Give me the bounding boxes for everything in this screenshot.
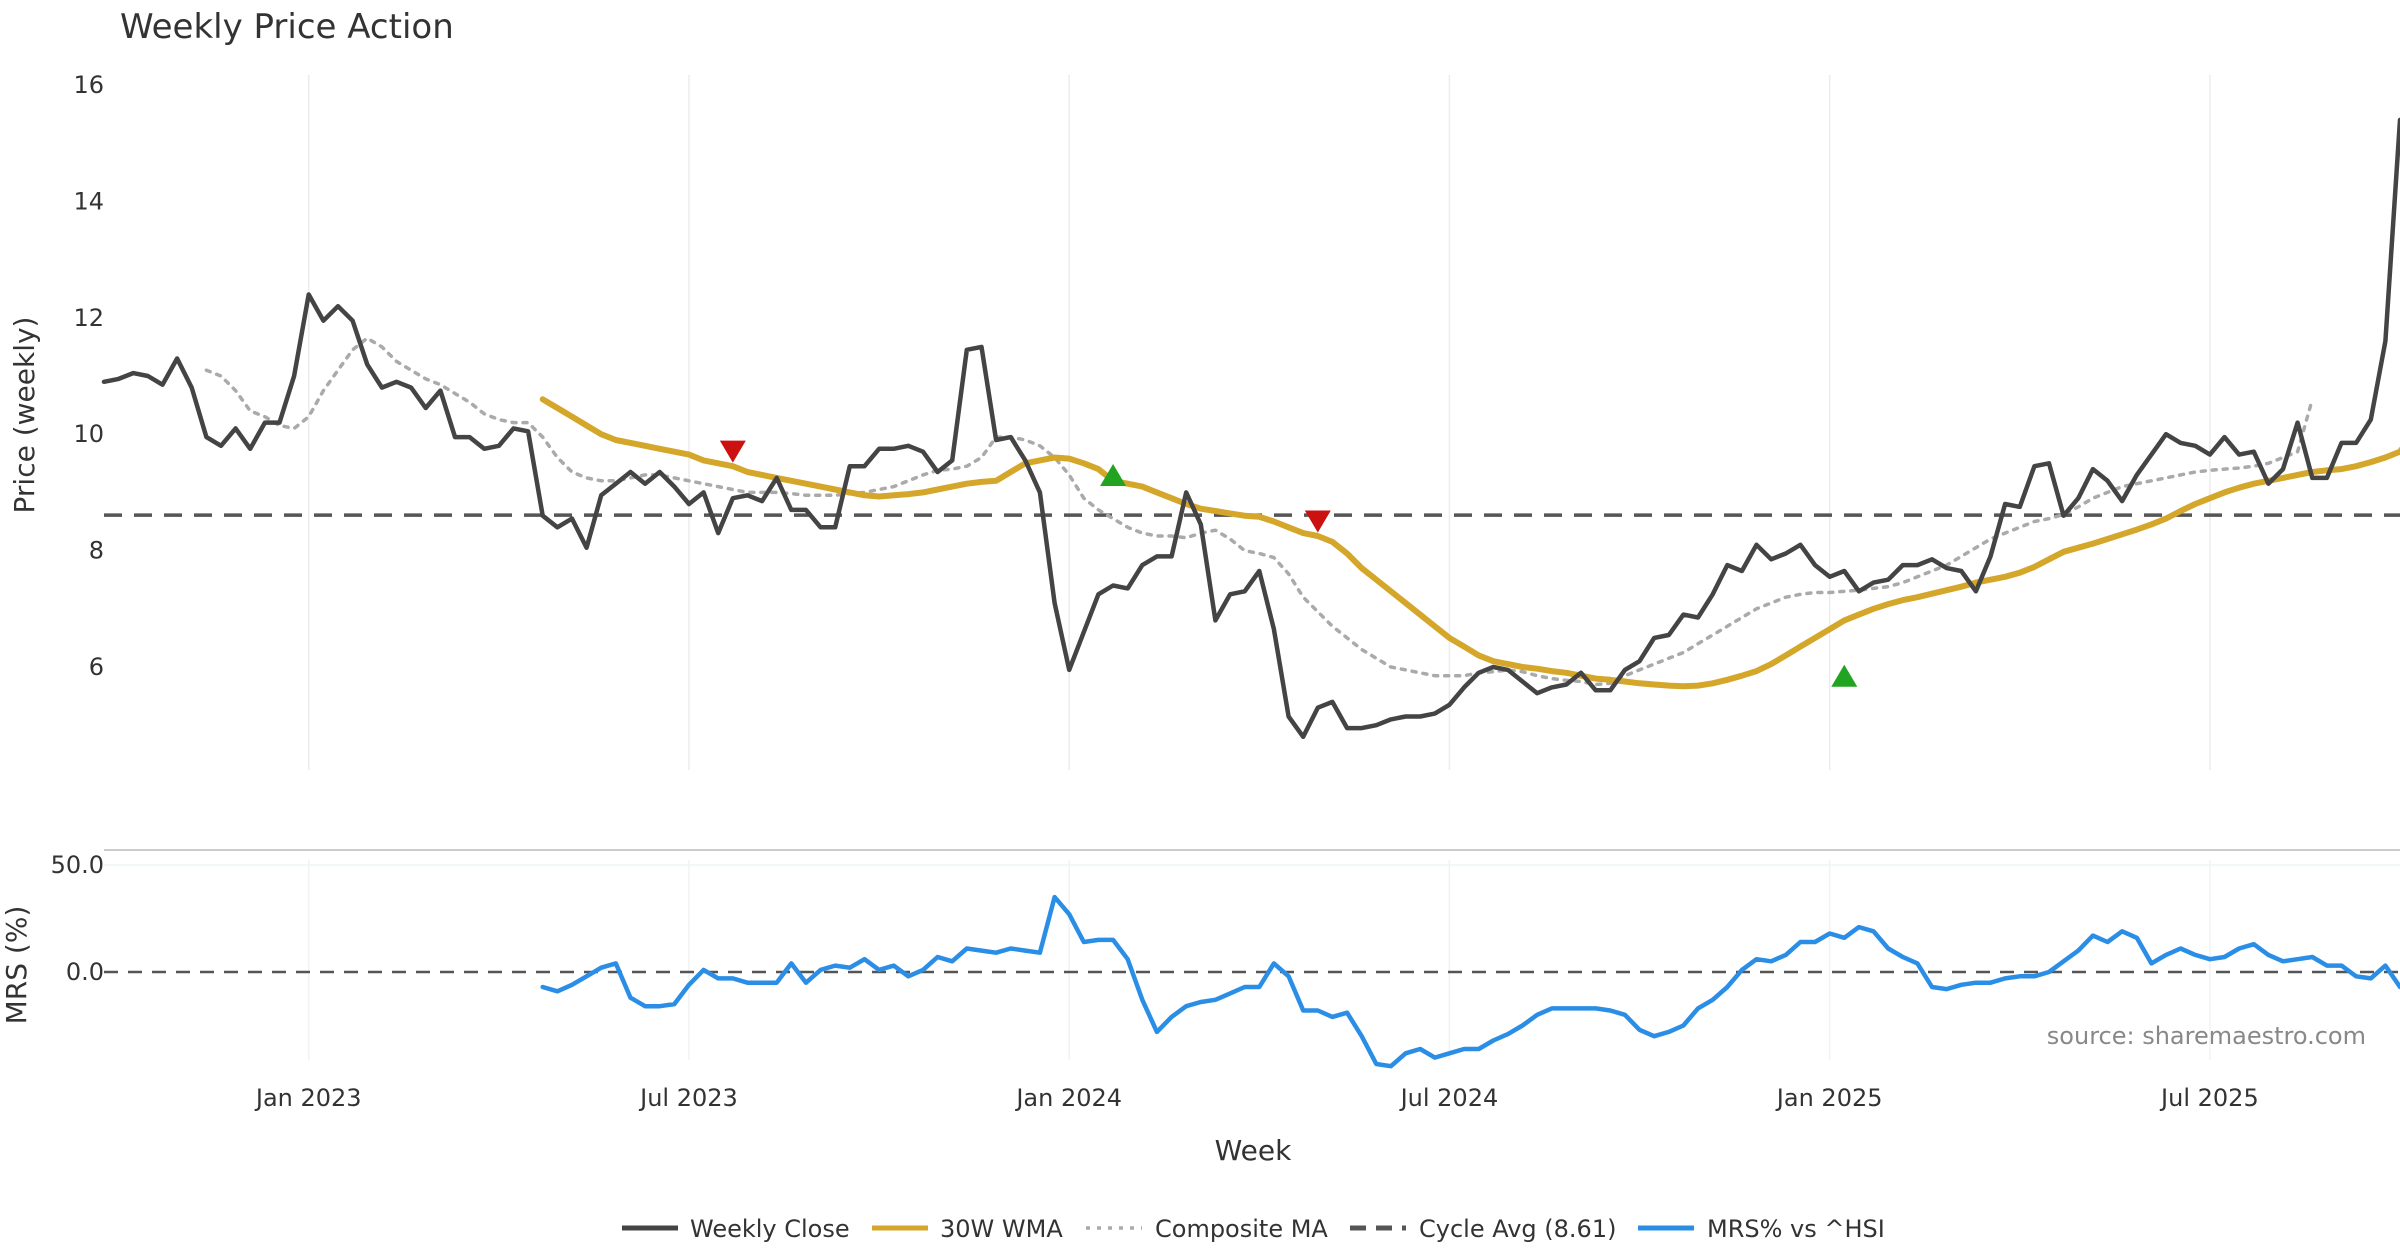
x-tick-label: Jul 2025	[2159, 1084, 2259, 1112]
mrs-tick-label: 50.0	[51, 851, 104, 879]
legend-label-close: Weekly Close	[690, 1215, 850, 1243]
source-label: source: sharemaestro.com	[2047, 1022, 2366, 1050]
composite-ma-line	[204, 336, 2315, 687]
x-tick-label: Jan 2023	[254, 1084, 362, 1112]
y-tick-label: 10	[73, 420, 104, 448]
y-axis-title: Price (weekly)	[8, 317, 41, 514]
buy-signal-marker	[1831, 664, 1858, 687]
y-tick-label: 16	[73, 71, 104, 99]
mrs-axis-title: MRS (%)	[0, 906, 33, 1025]
legend-label-composite: Composite MA	[1155, 1215, 1328, 1243]
grid-layer	[104, 75, 2400, 1060]
x-tick-label: Jul 2024	[1399, 1084, 1499, 1112]
sell-signal-marker	[1304, 510, 1331, 533]
x-axis-title: Week	[1215, 1134, 1292, 1167]
signal-markers	[719, 440, 1858, 687]
legend: Weekly Close 30W WMA Composite MA Cycle Avg…	[622, 1215, 1885, 1243]
y-tick-label: 6	[89, 653, 104, 681]
legend-label-mrs: MRS% vs ^HSI	[1707, 1215, 1885, 1243]
y-tick-label: 12	[73, 304, 104, 332]
x-tick-label: Jul 2023	[638, 1084, 738, 1112]
legend-label-cycle: Cycle Avg (8.61)	[1419, 1215, 1616, 1243]
x-tick-label: Jan 2025	[1775, 1084, 1883, 1112]
weekly-close-line	[101, 117, 2400, 740]
y-tick-label: 14	[73, 187, 104, 215]
buy-signal-marker	[1100, 463, 1127, 486]
y-tick-label: 8	[89, 537, 104, 565]
mrs-line	[540, 894, 2400, 1069]
wma-30w-line	[539, 396, 2400, 690]
series-layer	[101, 117, 2400, 1069]
x-tick-label: Jan 2024	[1014, 1084, 1122, 1112]
axis-layer: Jan 2023 Jul 2023 Jan 2024 Jul 2024 Jan 2025…	[51, 71, 2259, 1112]
mrs-tick-label: 0.0	[66, 958, 104, 986]
legend-label-wma: 30W WMA	[940, 1215, 1063, 1243]
sell-signal-marker	[719, 440, 746, 463]
chart-title: Weekly Price Action	[120, 7, 454, 47]
